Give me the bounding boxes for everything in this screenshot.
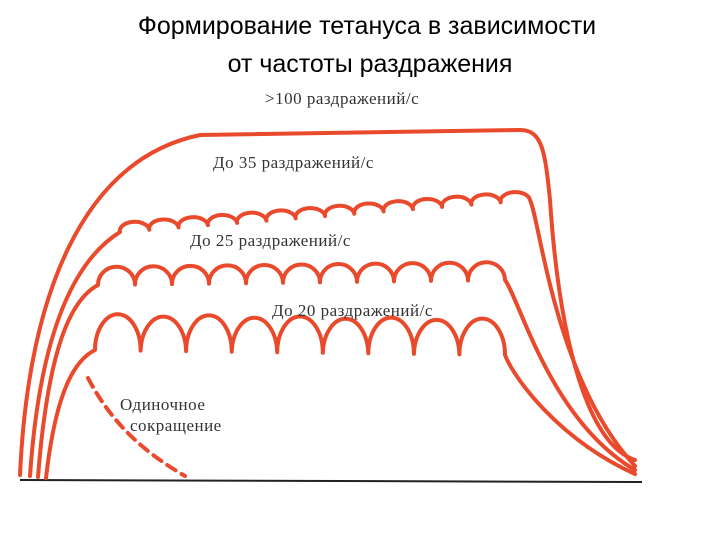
tetanus-curve (36, 260, 637, 479)
curve-label: До 25 раздражений/с (190, 231, 351, 250)
title-line: Формирование тетануса в зависимости (138, 12, 596, 40)
curve-label: >100 раздражений/с (265, 89, 419, 108)
single-twitch-curve (86, 376, 187, 478)
baseline (19, 479, 643, 483)
curve-label: До 35 раздражений/с (213, 153, 374, 172)
tetanus-curve (28, 190, 637, 478)
curve-label: Одиночное (120, 395, 205, 414)
curves (18, 128, 637, 480)
title-line: от частоты раздражения (228, 50, 513, 78)
curve-label: До 20 раздражений/с (272, 301, 433, 320)
tetanus-curve (18, 128, 637, 477)
tetanus-curve (44, 312, 637, 480)
curve-label: сокращение (130, 416, 222, 435)
